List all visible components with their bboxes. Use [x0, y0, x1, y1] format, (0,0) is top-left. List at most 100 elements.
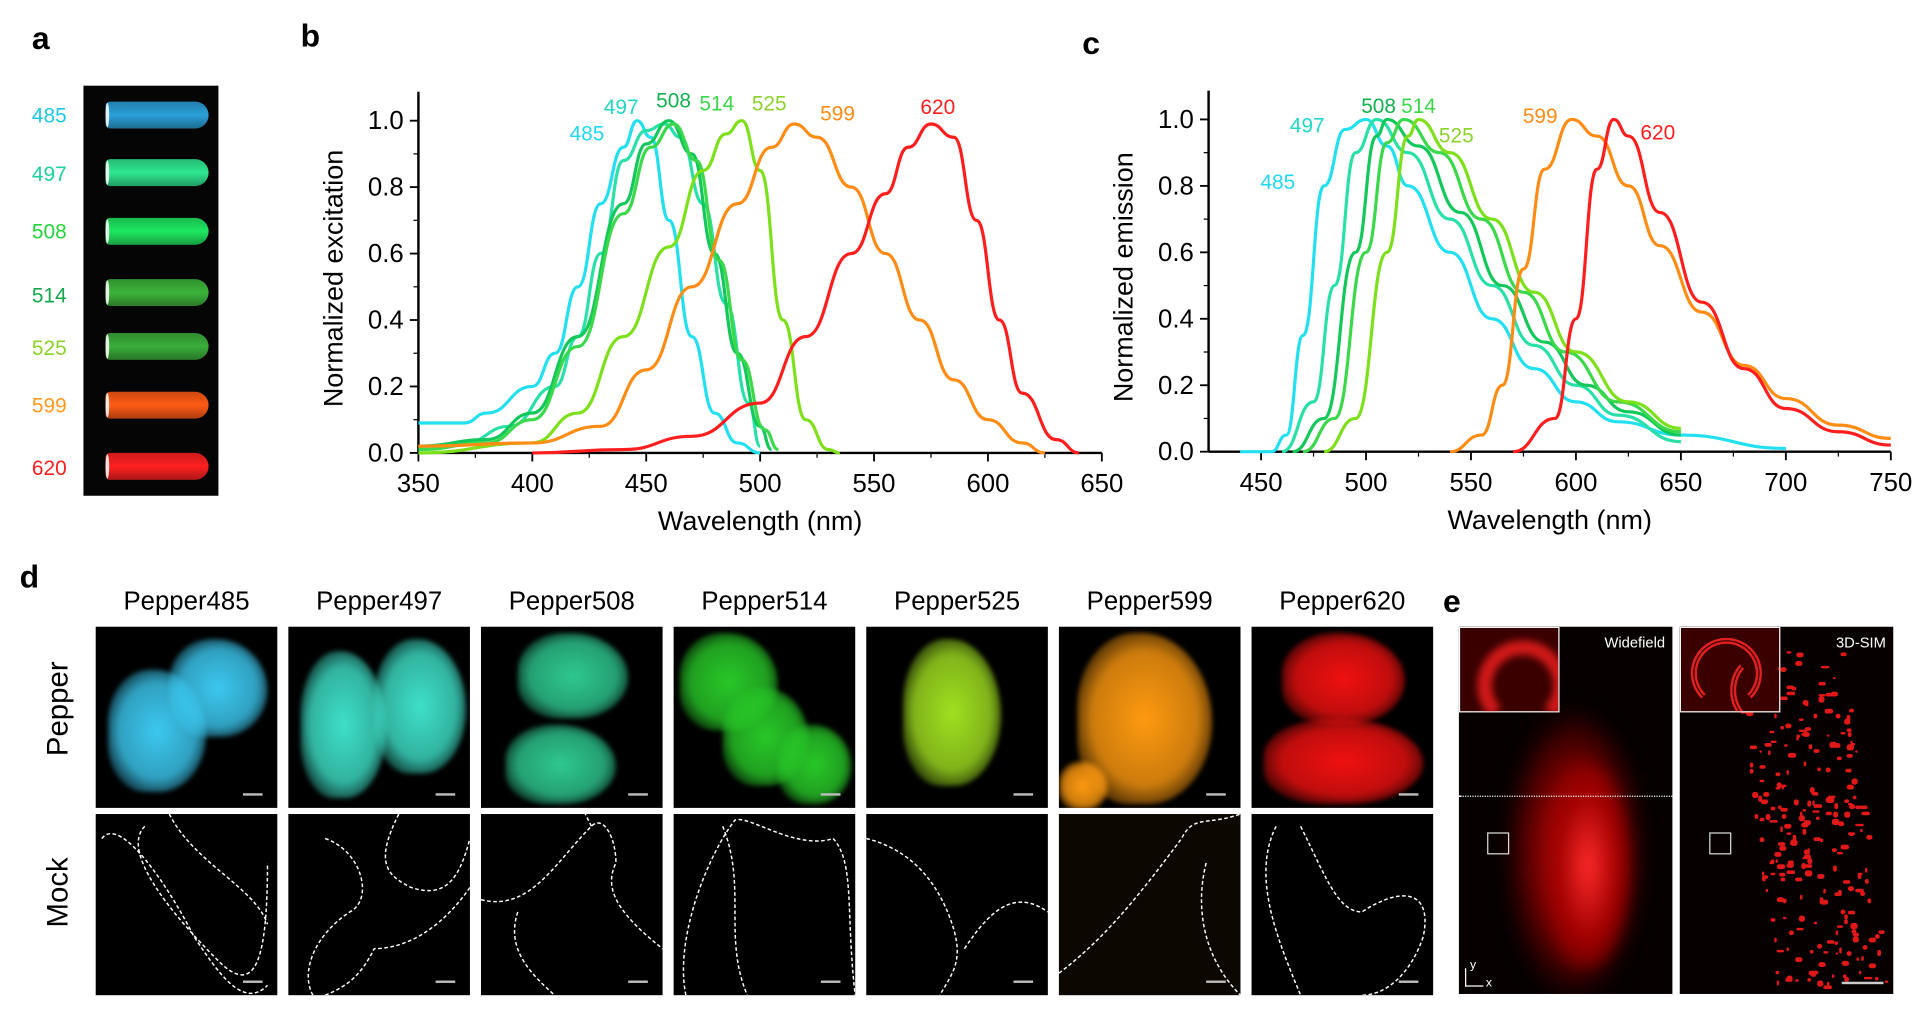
- 3d-sim-image: 3D-SIM: [1679, 626, 1894, 994]
- mitochondria-speckle: [1816, 816, 1820, 820]
- 3d-sim-label: 3D-SIM: [1835, 634, 1886, 652]
- mitochondria-speckle: [1825, 796, 1834, 803]
- mitochondria-speckle: [1846, 714, 1851, 721]
- mitochondria-speckle: [1807, 848, 1811, 855]
- mitochondria-speckle: [1801, 863, 1806, 870]
- y-tick-label: 0.6: [1158, 239, 1194, 267]
- curve-label-525: 525: [752, 93, 787, 116]
- scale-bar: [820, 980, 841, 983]
- mitochondria-speckle: [1809, 787, 1815, 793]
- mitochondria-speckle: [1813, 748, 1820, 753]
- mitochondria-speckle: [1765, 814, 1771, 820]
- x-tick-label: 450: [1240, 469, 1283, 497]
- mitochondria-speckle: [1752, 792, 1759, 798]
- mitochondria-speckle: [1832, 677, 1836, 680]
- mitochondria-speckle: [1773, 937, 1777, 944]
- widefield-label: Widefield: [1604, 634, 1666, 652]
- mitochondria-speckle: [1780, 826, 1784, 833]
- x-tick-label: 650: [1659, 469, 1702, 497]
- mitochondria-speckle: [1841, 844, 1850, 851]
- x-tick-label: 350: [397, 470, 440, 498]
- mitochondria-speckle: [1868, 898, 1871, 904]
- mitochondria-speckle: [1841, 960, 1850, 967]
- cell-blob: [1263, 718, 1424, 805]
- excitation-chart: 350 400 450 500 550 600 650 0.0 0.2 0.4 0.6 0.8 1.0 W…: [318, 89, 1123, 536]
- mitochondria-speckle: [1845, 769, 1853, 773]
- scale-bar: [242, 793, 263, 796]
- mitochondria-speckle: [1855, 805, 1862, 809]
- y-tick-label: 0.0: [368, 440, 404, 468]
- cell-outline: [1058, 814, 1241, 996]
- tube-485: [105, 101, 209, 129]
- tube-599: [105, 391, 209, 419]
- mitochondria-speckle: [1785, 651, 1792, 654]
- curve-label-508: 508: [656, 89, 691, 112]
- mitochondria-speckle: [1812, 800, 1816, 806]
- mitochondria-speckle: [1855, 888, 1864, 893]
- panel-label-a: a: [31, 19, 50, 57]
- scale-bar: [1206, 980, 1226, 983]
- mitochondria-speckle: [1817, 767, 1821, 772]
- y-tick-label: 0.4: [368, 307, 404, 335]
- mitochondria-speckle: [1836, 756, 1842, 761]
- mitochondria-speckle: [1810, 972, 1817, 978]
- mitochondria-speckle: [1832, 974, 1835, 979]
- mock-image: [480, 814, 663, 996]
- mitochondria-speckle: [1760, 817, 1765, 822]
- mitochondria-speckle: [1782, 897, 1787, 904]
- mitochondria-speckle: [1848, 832, 1856, 835]
- mitochondria-speckle: [1843, 913, 1848, 919]
- mitochondria-speckle: [1826, 734, 1830, 737]
- mitochondria-speckle: [1759, 779, 1765, 783]
- mitochondria-speckle: [1799, 718, 1804, 722]
- mitochondria-speckle: [1801, 856, 1805, 860]
- x-tick-label: 450: [625, 470, 668, 498]
- x-tick-label: 600: [1554, 469, 1597, 497]
- mitochondria-speckle: [1838, 821, 1845, 827]
- axis-y-label: y: [1469, 958, 1477, 972]
- mitochondria-speckle: [1796, 652, 1804, 658]
- mitochondria-speckle: [1855, 824, 1864, 827]
- cell-blob: [1282, 632, 1405, 725]
- mitochondria-speckle: [1834, 714, 1841, 719]
- scale-bar: [1013, 793, 1034, 796]
- mitochondria-speckle: [1884, 980, 1889, 983]
- series-line-599: [1449, 117, 1891, 454]
- zoom-inset: [1458, 626, 1560, 713]
- mitochondria-speckle: [1770, 806, 1776, 811]
- x-axis-label: Wavelength (nm): [658, 506, 862, 536]
- mitochondria-speckle: [1813, 837, 1822, 842]
- curve-label-599: 599: [1523, 105, 1558, 128]
- mitochondria-speckle: [1780, 726, 1785, 731]
- mitochondria-speckle: [1811, 792, 1819, 796]
- mock-image: [288, 814, 470, 996]
- mitochondria-speckle: [1759, 837, 1765, 842]
- mock-image: [95, 814, 278, 996]
- cell-outline: [1265, 825, 1426, 996]
- mitochondria-speckle: [1828, 742, 1837, 749]
- mitochondria-speckle: [1799, 812, 1802, 818]
- mitochondria-speckle: [1868, 963, 1876, 968]
- panel-label-d: d: [19, 558, 40, 595]
- mitochondria-speckle: [1844, 718, 1851, 725]
- mitochondria-speckle: [1800, 732, 1807, 737]
- y-axis-label: Normalized excitation: [318, 150, 348, 407]
- mitochondria-speckle: [1786, 975, 1793, 981]
- mitochondria-speckle: [1774, 851, 1782, 857]
- mitochondria-speckle: [1818, 694, 1826, 697]
- mitochondria-speckle: [1827, 708, 1834, 714]
- series-line-599: [418, 122, 1046, 455]
- mitochondria-speckle: [1807, 978, 1811, 982]
- curve-label-514: 514: [1401, 95, 1436, 118]
- mitochondria-speckle: [1785, 723, 1792, 729]
- mitochondria-speckle: [1779, 877, 1786, 882]
- series-line-508: [1292, 117, 1681, 454]
- panel-label-c: c: [1082, 24, 1100, 62]
- series-line-497: [1281, 117, 1681, 454]
- series-line-525: [418, 119, 840, 455]
- mitochondria-speckle: [1833, 941, 1839, 945]
- pepper-image: [866, 626, 1048, 808]
- line-profile-marker: [1458, 795, 1673, 797]
- x-tick-label: 500: [1345, 469, 1388, 497]
